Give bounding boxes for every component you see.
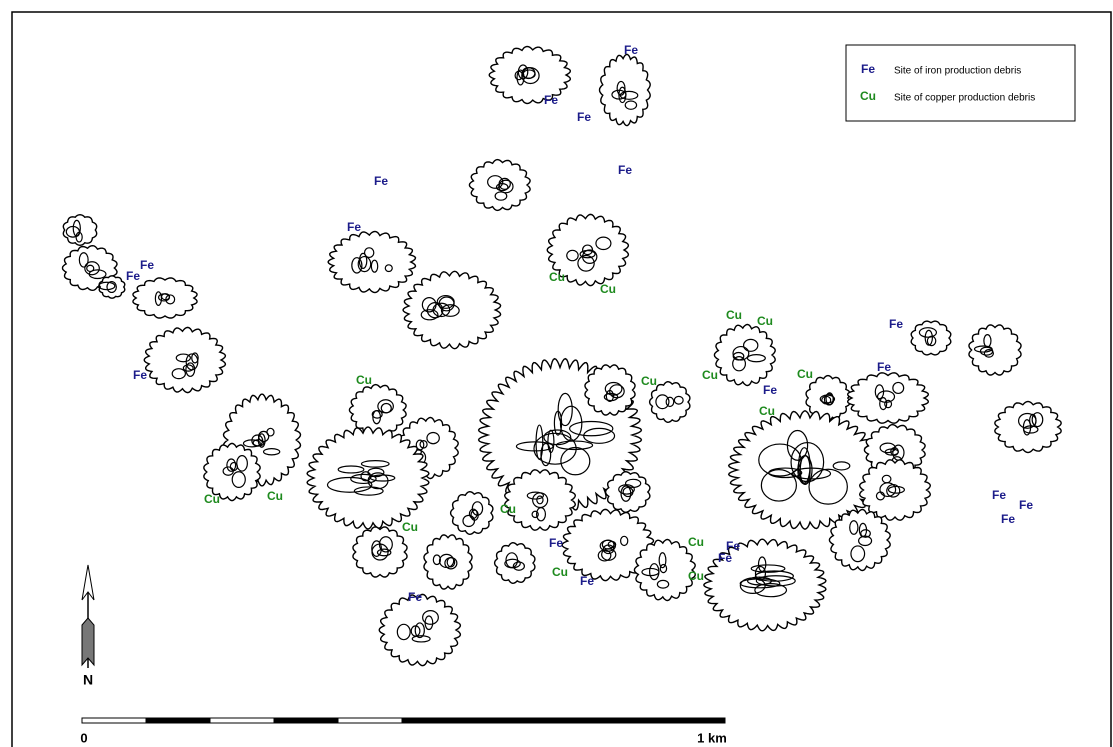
scale-segment xyxy=(338,718,402,723)
mound xyxy=(969,325,1021,375)
site-label: Fe xyxy=(347,220,361,234)
site-label: Fe xyxy=(140,258,154,272)
site-label: Cu xyxy=(267,489,283,503)
mound xyxy=(911,321,951,355)
site-label: Cu xyxy=(549,270,565,284)
site-label: Fe xyxy=(889,317,903,331)
site-label: Fe xyxy=(718,551,732,565)
site-label: Fe xyxy=(618,163,632,177)
site-label: Cu xyxy=(356,373,372,387)
site-label: Fe xyxy=(126,269,140,283)
scale-segment xyxy=(146,718,210,723)
site-label: Fe xyxy=(133,368,147,382)
site-label: Cu xyxy=(759,404,775,418)
mound xyxy=(353,527,407,577)
legend-symbol: Fe xyxy=(861,62,875,76)
site-label: Cu xyxy=(797,367,813,381)
mound xyxy=(848,373,929,423)
legend-text: Site of copper production debris xyxy=(894,93,1035,104)
site-label: Fe xyxy=(763,383,777,397)
site-label: Fe xyxy=(1019,498,1033,512)
site-label: Fe xyxy=(624,43,638,57)
mound xyxy=(403,271,501,348)
legend-symbol: Cu xyxy=(860,89,876,103)
mound xyxy=(424,535,472,589)
site-label: Fe xyxy=(992,488,1006,502)
site-label: Cu xyxy=(757,314,773,328)
site-label: Fe xyxy=(1001,512,1015,526)
scale-bar: 0 1 km xyxy=(80,718,726,745)
site-label: Fe xyxy=(544,93,558,107)
mound xyxy=(144,327,225,392)
site-label: Cu xyxy=(688,569,704,583)
site-label: Cu xyxy=(204,492,220,506)
north-arrow: N xyxy=(82,565,94,688)
site-label: Fe xyxy=(577,110,591,124)
site-map: Fe Site of iron production debris Cu Sit… xyxy=(0,0,1113,747)
site-label: Fe xyxy=(877,360,891,374)
site-label: Cu xyxy=(641,374,657,388)
mound xyxy=(99,276,125,298)
site-label: Cu xyxy=(552,565,568,579)
scale-segment xyxy=(402,718,725,723)
site-label: Fe xyxy=(549,536,563,550)
scale-segment xyxy=(274,718,338,723)
arrow-fletch xyxy=(82,618,94,665)
site-label: Cu xyxy=(402,520,418,534)
mound xyxy=(995,402,1061,453)
legend-box xyxy=(846,45,1075,121)
scale-label: 0 xyxy=(80,730,87,745)
site-label: Cu xyxy=(500,502,516,516)
site-label: Cu xyxy=(702,368,718,382)
legend-text: Site of iron production debris xyxy=(894,66,1021,77)
north-label: N xyxy=(83,672,93,688)
site-label: Fe xyxy=(374,174,388,188)
scale-segment xyxy=(82,718,146,723)
site-label: Cu xyxy=(600,282,616,296)
scale-label: 1 km xyxy=(697,730,727,745)
mound xyxy=(133,278,197,318)
mound xyxy=(714,325,775,386)
scale-segment xyxy=(210,718,274,723)
mound xyxy=(489,47,570,104)
site-label: Fe xyxy=(408,590,422,604)
site-label: Cu xyxy=(688,535,704,549)
site-label: Fe xyxy=(580,574,594,588)
legend: Fe Site of iron production debris Cu Sit… xyxy=(846,45,1075,121)
site-label: Cu xyxy=(726,308,742,322)
